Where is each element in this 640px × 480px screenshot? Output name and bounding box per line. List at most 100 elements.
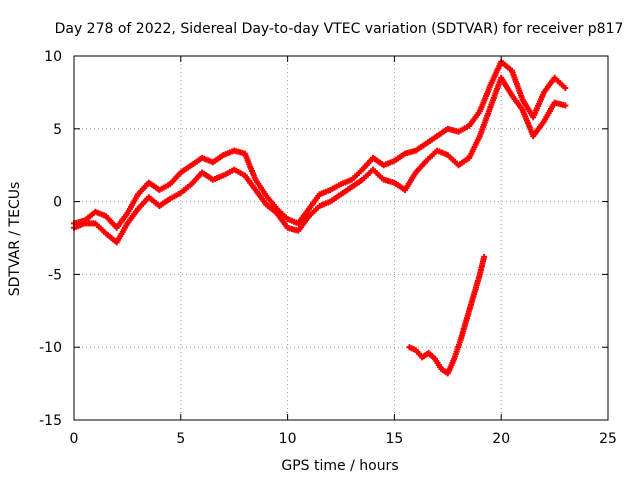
data-point [553, 101, 557, 105]
data-point [211, 160, 215, 164]
data-point [157, 204, 161, 208]
x-tick-label: 10 [279, 431, 297, 447]
data-point [521, 98, 525, 102]
data-point [446, 153, 450, 157]
y-tick-label: -10 [39, 340, 62, 356]
data-point [125, 221, 129, 225]
data-point [307, 207, 311, 211]
plot-frame [73, 55, 609, 421]
data-point [521, 108, 525, 112]
series-track-isolated [406, 253, 488, 377]
data-point [93, 210, 97, 214]
x-tick-label: 5 [176, 431, 185, 447]
data-point [478, 134, 482, 138]
data-point [136, 192, 140, 196]
data-point [439, 367, 443, 371]
data-point [465, 316, 469, 320]
data-point [200, 156, 204, 160]
y-axis-label: SDTVAR / TECUs [7, 182, 23, 297]
data-point [243, 173, 247, 177]
data-point [563, 104, 567, 108]
data-point [433, 357, 437, 361]
series-track-main-lower [71, 74, 569, 246]
x-tick-label: 15 [385, 431, 403, 447]
data-point [510, 69, 514, 73]
data-point [296, 221, 300, 225]
data-point [339, 182, 343, 186]
data-point [414, 170, 418, 174]
data-point [403, 188, 407, 192]
chart-title: Day 278 of 2022, Sidereal Day-to-day VTE… [55, 21, 624, 37]
data-point [420, 355, 424, 359]
y-tick-label: -5 [48, 267, 62, 283]
data-point [318, 192, 322, 196]
data-point [104, 214, 108, 218]
data-point [264, 194, 268, 198]
data-point [211, 178, 215, 182]
data-point [136, 207, 140, 211]
data-point [424, 141, 428, 145]
y-tick-label: 10 [44, 49, 62, 65]
data-point [360, 178, 364, 182]
data-point [360, 168, 364, 172]
data-point [243, 152, 247, 156]
data-point [414, 149, 418, 153]
data-point [531, 115, 535, 119]
y-tick-label: 0 [53, 195, 62, 211]
tick-layer [73, 55, 609, 421]
data-point [382, 163, 386, 167]
data-point [222, 173, 226, 177]
data-point [446, 371, 450, 375]
data-point [467, 124, 471, 128]
data-point [318, 204, 322, 208]
grid-layer [74, 56, 608, 420]
data-point [414, 348, 418, 352]
data-point [392, 159, 396, 163]
data-point [222, 153, 226, 157]
data-point [189, 182, 193, 186]
data-point [147, 195, 151, 199]
data-point [471, 294, 475, 298]
data-point [542, 90, 546, 94]
data-point [254, 188, 258, 192]
data-point [427, 351, 431, 355]
x-tick-label: 20 [492, 431, 510, 447]
data-point [339, 192, 343, 196]
data-point-markers [71, 74, 569, 246]
data-point [328, 200, 332, 204]
data-point [499, 76, 503, 80]
data-point [168, 197, 172, 201]
data-point [563, 86, 567, 90]
data-point [115, 240, 119, 244]
data-point [264, 203, 268, 207]
data-point [456, 163, 460, 167]
data-point [104, 232, 108, 236]
data-point [510, 93, 514, 97]
data-point [403, 152, 407, 156]
data-point [189, 163, 193, 167]
y-tick-label: -15 [39, 413, 62, 429]
data-point [446, 127, 450, 131]
data-point [179, 170, 183, 174]
x-tick-label: 0 [70, 431, 79, 447]
data-point [478, 109, 482, 113]
data-point [125, 211, 129, 215]
data-point [424, 159, 428, 163]
data-point [371, 156, 375, 160]
data-point [478, 272, 482, 276]
data-point [254, 178, 258, 182]
tick-label-layer: 0 5 10 15 20 25 -15 -10 -5 0 5 10 [39, 49, 617, 447]
data-point [350, 178, 354, 182]
data-point [482, 255, 486, 259]
data-point [328, 188, 332, 192]
data-point [542, 120, 546, 124]
data-point [459, 338, 463, 342]
data-point [115, 226, 119, 230]
data-point [147, 181, 151, 185]
data-point [489, 83, 493, 87]
data-point [467, 156, 471, 160]
y-tick-label: 5 [53, 122, 62, 138]
data-point [371, 168, 375, 172]
data-point [456, 130, 460, 134]
